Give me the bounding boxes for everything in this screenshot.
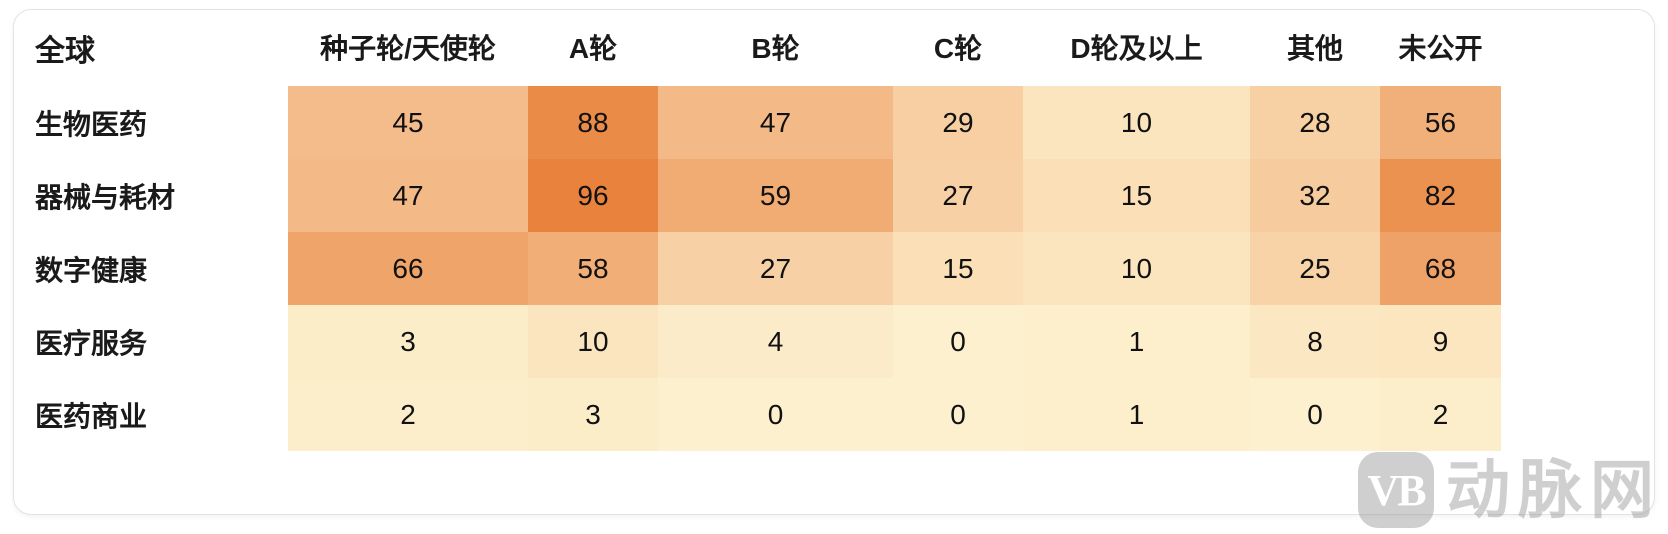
- heatmap-cell: 66: [288, 232, 528, 305]
- column-header: 未公开: [1398, 33, 1483, 64]
- heatmap-cell: 58: [528, 232, 658, 305]
- heatmap-cell: 1: [1023, 305, 1250, 378]
- heatmap-cell: 10: [1023, 232, 1250, 305]
- heatmap-grid: 全球 种子轮/天使轮 A轮 B轮 C轮 D轮及以上 其他 未公开 生物医药 45 88 47 29 10…: [35, 24, 1654, 451]
- chart-title: 全球: [35, 35, 95, 68]
- heatmap-cell: 10: [528, 305, 658, 378]
- column-header: 其他: [1286, 33, 1343, 64]
- heatmap-cell: 3: [528, 378, 658, 451]
- heatmap-cell: 4: [658, 305, 893, 378]
- heatmap-cell: 1: [1023, 378, 1250, 451]
- row-label: 器械与耗材: [35, 159, 288, 232]
- column-header: D轮及以上: [1070, 33, 1203, 64]
- heatmap-cell: 29: [893, 86, 1023, 159]
- row-label: 生物医药: [35, 86, 288, 159]
- row-label: 医疗服务: [35, 305, 288, 378]
- column-header: A轮: [568, 33, 618, 64]
- heatmap-cell: 59: [658, 159, 893, 232]
- heatmap-cell: 10: [1023, 86, 1250, 159]
- heatmap-cell: 2: [288, 378, 528, 451]
- heatmap-cell: 68: [1380, 232, 1501, 305]
- heatmap-cell: 28: [1250, 86, 1380, 159]
- heatmap-cell: 0: [893, 378, 1023, 451]
- heatmap-cell: 0: [893, 305, 1023, 378]
- row-label: 医药商业: [35, 378, 288, 451]
- heatmap-cell: 9: [1380, 305, 1501, 378]
- heatmap-cell: 96: [528, 159, 658, 232]
- heatmap-cell: 0: [1250, 378, 1380, 451]
- heatmap-cell: 25: [1250, 232, 1380, 305]
- heatmap-cell: 15: [1023, 159, 1250, 232]
- column-header: C轮: [933, 33, 983, 64]
- heatmap-cell: 15: [893, 232, 1023, 305]
- heatmap-cell: 45: [288, 86, 528, 159]
- column-header: 种子轮/天使轮: [320, 33, 496, 64]
- heatmap-cell: 2: [1380, 378, 1501, 451]
- heatmap-cell: 47: [288, 159, 528, 232]
- heatmap-cell: 8: [1250, 305, 1380, 378]
- heatmap-cell: 0: [658, 378, 893, 451]
- heatmap-cell: 27: [658, 232, 893, 305]
- heatmap-cell: 47: [658, 86, 893, 159]
- column-header: B轮: [751, 33, 800, 64]
- heatmap-cell: 88: [528, 86, 658, 159]
- heatmap-cell: 3: [288, 305, 528, 378]
- heatmap-cell: 32: [1250, 159, 1380, 232]
- heatmap-card: 全球 种子轮/天使轮 A轮 B轮 C轮 D轮及以上 其他 未公开 生物医药 45 88 47 29 10…: [13, 9, 1655, 515]
- heatmap-cell: 27: [893, 159, 1023, 232]
- heatmap-cell: 56: [1380, 86, 1501, 159]
- heatmap-cell: 82: [1380, 159, 1501, 232]
- row-label: 数字健康: [35, 232, 288, 305]
